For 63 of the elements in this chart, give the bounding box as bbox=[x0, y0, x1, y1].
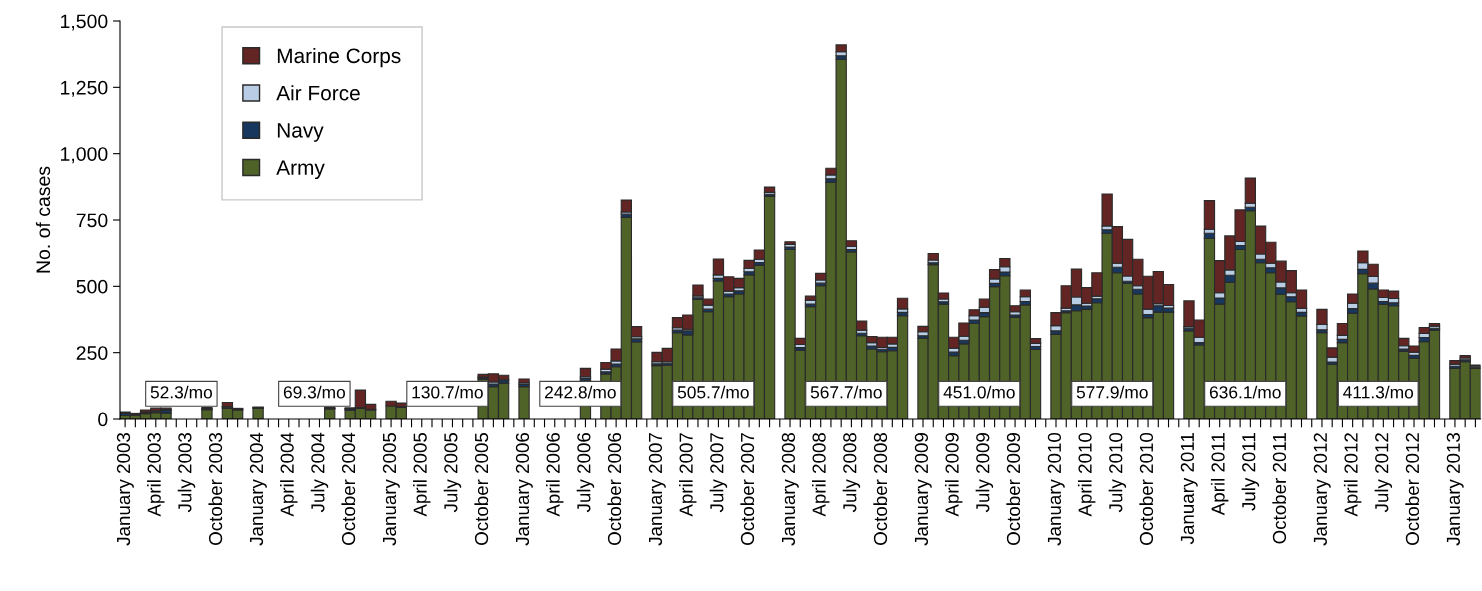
annotation: 130.7/mo bbox=[412, 385, 483, 399]
x-tick-label: July 2008 bbox=[842, 433, 861, 513]
annotation: 242.8/mo bbox=[545, 385, 616, 399]
x-tick-label: April 2004 bbox=[280, 432, 298, 517]
x-tick-label: July 2003 bbox=[177, 433, 196, 513]
y-tick-label: 1,000 bbox=[61, 147, 108, 164]
annotation: 451.0/mo bbox=[943, 385, 1015, 399]
annotation: 577.9/mo bbox=[1076, 385, 1148, 399]
x-tick-label: January 2005 bbox=[382, 432, 400, 546]
x-tick-label: April 2005 bbox=[413, 432, 431, 517]
x-tick-label: October 2006 bbox=[607, 433, 622, 545]
x-tick-label: April 2003 bbox=[147, 433, 165, 517]
y-tick-label: 750 bbox=[76, 213, 108, 228]
x-tick-label: July 2007 bbox=[709, 433, 728, 513]
x-tick-label: April 2009 bbox=[944, 433, 963, 517]
x-tick-label: July 2005 bbox=[443, 432, 462, 513]
annotation: 567.7/mo bbox=[810, 385, 882, 399]
x-tick-label: January 2008 bbox=[781, 433, 799, 546]
x-tick-label: July 2011 bbox=[1241, 433, 1260, 511]
x-tick-label: January 2011 bbox=[1180, 433, 1198, 545]
annotation: 52.3/mo bbox=[150, 385, 213, 399]
x-tick-label: October 2008 bbox=[873, 433, 888, 545]
x-tick-label: January 2009 bbox=[914, 433, 932, 546]
legend-label: Navy bbox=[277, 123, 324, 142]
y-tick-label: 1,500 bbox=[61, 14, 108, 31]
annotation: 505.7/mo bbox=[677, 385, 749, 399]
legend-label: Marine Corps bbox=[277, 47, 401, 68]
x-tick-label: January 2006 bbox=[515, 433, 533, 546]
y-tick-label: 250 bbox=[76, 346, 108, 360]
x-tick-label: July 2010 bbox=[1108, 432, 1127, 513]
x-tick-label: April 2011 bbox=[1210, 433, 1229, 516]
x-tick-label: October 2005 bbox=[474, 432, 489, 545]
x-tick-label: July 2009 bbox=[975, 433, 994, 513]
x-tick-label: January 2010 bbox=[1047, 432, 1065, 546]
x-tick-label: April 2006 bbox=[546, 433, 564, 517]
x-tick-label: October 2004 bbox=[341, 432, 356, 545]
x-tick-label: January 2012 bbox=[1313, 433, 1331, 546]
annotation: 411.3/mo bbox=[1343, 385, 1414, 399]
x-tick-label: April 2012 bbox=[1343, 433, 1362, 517]
x-tick-label: October 2011 bbox=[1272, 433, 1287, 544]
y-tick-label: 500 bbox=[76, 279, 108, 294]
x-tick-label: January 2007 bbox=[648, 433, 666, 546]
x-tick-label: October 2003 bbox=[208, 433, 223, 545]
x-tick-label: April 2007 bbox=[679, 433, 697, 517]
y-tick-label: 1,250 bbox=[61, 80, 108, 97]
annotation: 69.3/mo bbox=[283, 385, 345, 399]
x-tick-label: January 2004 bbox=[249, 432, 267, 546]
x-tick-label: July 2012 bbox=[1374, 433, 1393, 513]
x-tick-label: October 2009 bbox=[1006, 433, 1021, 545]
legend-label: Air Force bbox=[276, 85, 360, 101]
x-tick-label: July 2004 bbox=[310, 432, 329, 513]
y-tick-label: 0 bbox=[98, 412, 108, 427]
annotation: 636.1/mo bbox=[1209, 385, 1281, 399]
x-tick-label: January 2003 bbox=[116, 433, 134, 546]
x-tick-label: October 2010 bbox=[1139, 432, 1154, 545]
x-tick-label: October 2007 bbox=[740, 433, 755, 545]
x-tick-label: April 2010 bbox=[1077, 432, 1096, 517]
legend-label: Army bbox=[276, 160, 325, 180]
x-tick-label: July 2006 bbox=[576, 433, 595, 513]
x-tick-label: April 2008 bbox=[811, 433, 830, 517]
x-tick-label: January 2013 bbox=[1446, 433, 1464, 546]
y-axis-title: No. of cases bbox=[35, 166, 51, 273]
x-tick-label: October 2012 bbox=[1405, 433, 1420, 545]
